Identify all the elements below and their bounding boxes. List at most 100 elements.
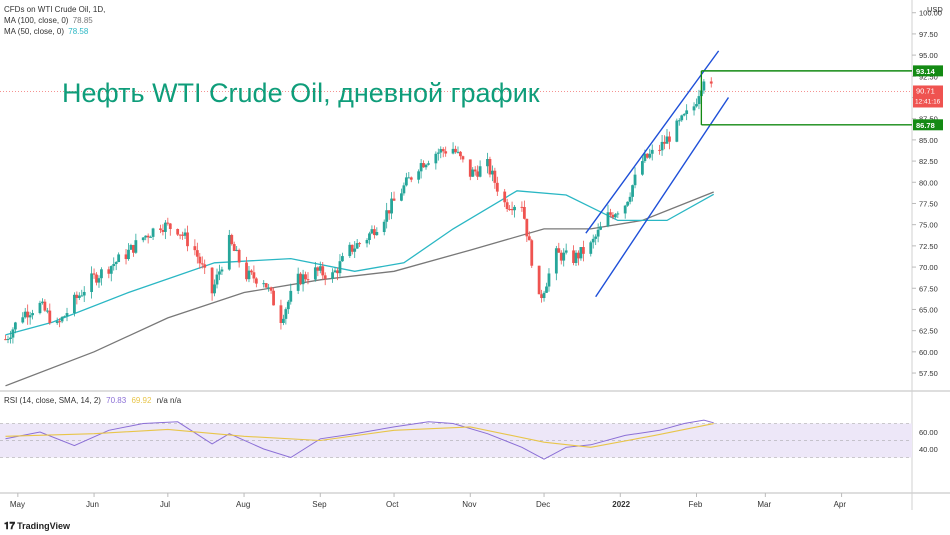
y-tick-label: 87.50: [919, 115, 938, 124]
candle-body: [210, 267, 214, 294]
y-tick-label: 100.00: [919, 9, 942, 18]
candle-body: [284, 309, 288, 319]
candle-body: [545, 286, 548, 293]
candle-body: [82, 291, 86, 296]
candle-body: [628, 196, 632, 202]
candle-body: [564, 250, 568, 253]
tradingview-logo[interactable]: 𝟏𝟕 TradingView: [4, 521, 70, 532]
candle-body: [58, 321, 62, 323]
candle-body: [616, 213, 620, 215]
candle-body: [513, 206, 516, 211]
candle-body: [269, 287, 273, 291]
rsi-sma-value: 69.92: [131, 396, 152, 405]
candle-body: [540, 294, 543, 299]
candle-body: [547, 273, 551, 287]
channel-upper-line: [585, 50, 720, 234]
candle-body: [409, 177, 413, 180]
candle-body: [112, 264, 116, 267]
candle-body: [675, 120, 679, 142]
candle-body: [97, 278, 101, 283]
candle-body: [9, 337, 12, 339]
candle-body: [146, 235, 150, 238]
candle-body: [181, 234, 184, 236]
candle-body: [645, 153, 649, 158]
last-price-label-bg: [913, 85, 943, 108]
candle-body: [45, 310, 49, 312]
candle-body: [650, 149, 654, 154]
x-tick-label: Nov: [462, 500, 476, 509]
candle-body: [141, 237, 145, 241]
x-tick-label: 2022: [612, 500, 630, 509]
candle-body: [488, 159, 492, 175]
candle-body: [75, 294, 79, 299]
candle-body: [341, 256, 344, 262]
candle-body: [505, 202, 509, 210]
candle-body: [95, 274, 98, 283]
candle-body: [41, 301, 44, 303]
rsi-y-label: 60.00: [919, 428, 938, 437]
y-tick-label: 82.50: [919, 157, 938, 166]
candle-body: [129, 245, 133, 250]
candle-body: [611, 214, 615, 218]
last-price-label: 90.71: [916, 86, 935, 95]
candle-body: [149, 236, 153, 238]
candle-body: [392, 198, 396, 201]
candle-body: [279, 305, 283, 323]
low-level-label-bg: [913, 119, 943, 131]
ma50-line: [5, 190, 715, 336]
candle-body: [166, 222, 170, 224]
candle-body: [72, 294, 76, 314]
candle-body: [643, 153, 647, 162]
candle-body: [183, 232, 187, 236]
y-tick-label: 60.00: [919, 348, 938, 357]
candle-body: [633, 174, 637, 186]
candle-body: [665, 136, 669, 144]
candle-body: [100, 269, 103, 279]
candle-body: [144, 235, 148, 238]
y-tick-label: 65.00: [919, 305, 938, 314]
candle-body: [375, 232, 379, 236]
x-tick-label: Dec: [536, 500, 550, 509]
candle-body: [390, 198, 393, 214]
candle-body: [151, 228, 155, 237]
tradingview-icon: 𝟏𝟕: [4, 521, 16, 532]
candle-body: [348, 244, 352, 257]
candle-body: [193, 246, 197, 251]
candle-body: [439, 149, 443, 153]
candle-body: [264, 283, 268, 288]
candle-body: [333, 270, 337, 273]
candle-body: [574, 252, 578, 263]
candle-body: [321, 266, 325, 276]
candle-body: [648, 153, 652, 158]
candle-body: [168, 223, 172, 230]
candle-body: [281, 318, 285, 323]
candle-body: [336, 270, 339, 274]
x-tick-label: Mar: [757, 500, 771, 509]
candle-body: [613, 214, 617, 218]
candle-body: [663, 141, 666, 144]
candle-body: [594, 236, 598, 239]
high-level-label-bg: [913, 65, 943, 77]
candle-body: [626, 201, 630, 206]
low-level-label: 86.78: [916, 121, 935, 130]
candle-body: [306, 279, 310, 281]
candle-body: [451, 148, 455, 154]
candle-body: [38, 302, 42, 314]
candle-body: [459, 151, 462, 157]
y-tick-label: 75.00: [919, 221, 938, 230]
candle-body: [286, 301, 290, 310]
rsi-legend: RSI (14, close, SMA, 14, 2) 70.83 69.92 …: [4, 396, 181, 405]
candle-body: [682, 114, 686, 116]
candle-body: [262, 283, 266, 285]
candle-body: [80, 295, 84, 297]
symbol-legend: CFDs on WTI Crude Oil, 1D,: [4, 5, 105, 14]
ma50-legend: MA (50, close, 0) 78.58: [4, 27, 88, 36]
candle-body: [163, 222, 167, 232]
candle-body: [473, 169, 477, 172]
candle-body: [65, 313, 69, 317]
candle-body: [124, 254, 128, 260]
candle-body: [596, 229, 600, 237]
candle-body: [660, 141, 664, 151]
candle-body: [323, 275, 327, 279]
